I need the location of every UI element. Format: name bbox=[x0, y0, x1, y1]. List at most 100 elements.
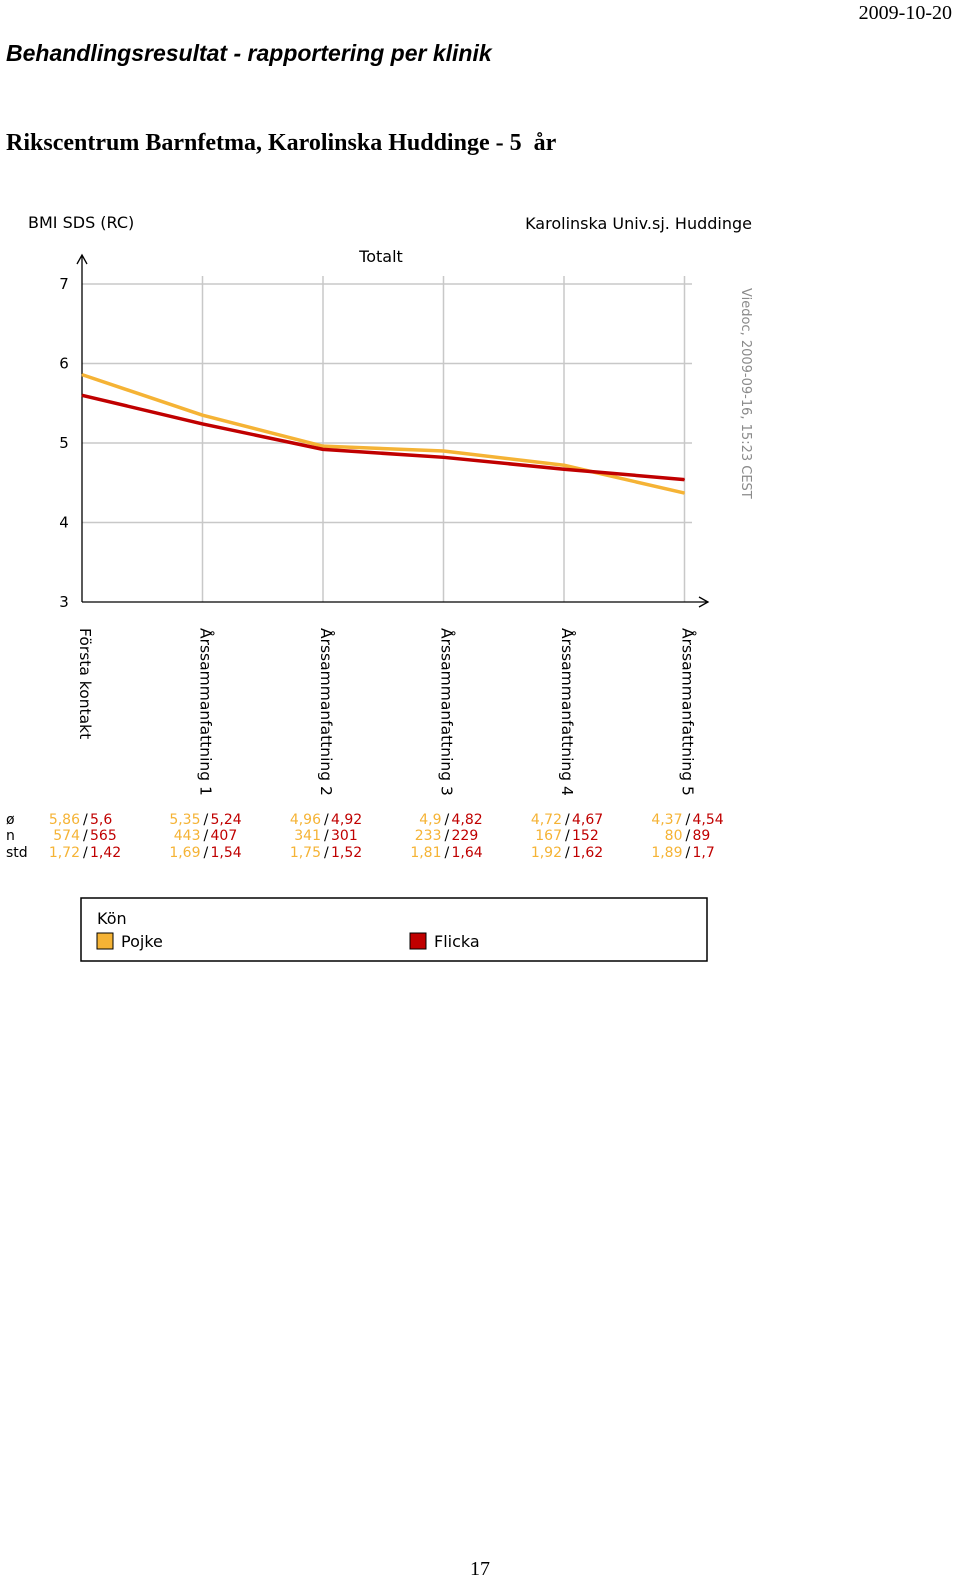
data-point bbox=[443, 450, 444, 452]
stat-value-flicka: 1,54 bbox=[211, 845, 242, 861]
stat-value-flicka: 1,7 bbox=[693, 845, 715, 861]
data-point bbox=[81, 374, 83, 376]
clinic-title: Rikscentrum Barnfetma, Karolinska Huddin… bbox=[6, 130, 557, 156]
stat-value-flicka: 1,64 bbox=[452, 845, 483, 861]
stat-value-flicka: 4,82 bbox=[452, 812, 483, 828]
stat-row-label: std bbox=[6, 845, 28, 861]
stat-separator: / bbox=[565, 828, 570, 844]
watermark: Viedoc, 2009-09-16, 15:23 CEST bbox=[738, 288, 753, 499]
data-point bbox=[322, 448, 324, 450]
stat-value-pojke: 5,86 bbox=[49, 812, 80, 828]
stat-value-pojke: 4,96 bbox=[290, 812, 321, 828]
stat-value-pojke: 1,81 bbox=[410, 845, 441, 861]
stat-separator: / bbox=[445, 812, 450, 828]
stat-separator: / bbox=[686, 828, 691, 844]
stat-value-pojke: 4,9 bbox=[419, 812, 441, 828]
stat-value-pojke: 341 bbox=[294, 828, 321, 844]
stat-separator: / bbox=[445, 828, 450, 844]
y-tick-label: 6 bbox=[59, 355, 69, 373]
y-tick-label: 3 bbox=[59, 593, 69, 611]
report-date: 2009-10-20 bbox=[858, 2, 952, 24]
stat-separator: / bbox=[324, 828, 329, 844]
stat-value-flicka: 4,54 bbox=[693, 812, 724, 828]
y-tick-label: 5 bbox=[59, 434, 69, 452]
stat-value-flicka: 565 bbox=[90, 828, 117, 844]
x-tick-label: Årssammanfattning 5 bbox=[679, 628, 698, 796]
stat-separator: / bbox=[204, 845, 209, 861]
stat-separator: / bbox=[445, 845, 450, 861]
data-point bbox=[322, 445, 324, 447]
stat-separator: / bbox=[324, 812, 329, 828]
x-tick-label: Årssammanfattning 1 bbox=[197, 628, 216, 796]
stat-value-pojke: 1,89 bbox=[651, 845, 682, 861]
stat-separator: / bbox=[686, 845, 691, 861]
y-axis-title: BMI SDS (RC) bbox=[28, 213, 134, 232]
page-number: 17 bbox=[470, 1558, 490, 1580]
data-point bbox=[202, 423, 203, 425]
stat-value-flicka: 4,92 bbox=[331, 812, 362, 828]
legend-title: Kön bbox=[97, 909, 127, 928]
stat-value-flicka: 229 bbox=[452, 828, 479, 844]
stat-value-pojke: 443 bbox=[174, 828, 201, 844]
bmi-sds-line-chart: 3 4 5 6 7 BMI SDS (RC) Totalt Karolinska Univ.s… bbox=[6, 213, 753, 962]
data-point bbox=[684, 492, 685, 494]
stat-value-pojke: 1,72 bbox=[49, 845, 80, 861]
stat-value-flicka: 5,24 bbox=[211, 812, 242, 828]
legend-swatch-pojke bbox=[96, 932, 114, 950]
series-line-flicka bbox=[81, 393, 685, 482]
data-point bbox=[443, 456, 444, 458]
axes bbox=[76, 253, 710, 608]
chart-title: Totalt bbox=[358, 247, 403, 266]
y-tick-label: 7 bbox=[59, 275, 69, 293]
stat-separator: / bbox=[204, 812, 209, 828]
legend-box bbox=[80, 897, 708, 962]
series-lines bbox=[81, 372, 685, 495]
stat-separator: / bbox=[565, 845, 570, 861]
x-axis-arrow bbox=[698, 596, 710, 608]
series-line-pojke bbox=[81, 372, 685, 495]
stat-value-flicka: 4,67 bbox=[572, 812, 603, 828]
data-point bbox=[684, 479, 685, 481]
stat-value-flicka: 5,6 bbox=[90, 812, 112, 828]
stat-separator: / bbox=[83, 828, 88, 844]
y-axis-arrow bbox=[76, 253, 88, 265]
stat-separator: / bbox=[565, 812, 570, 828]
x-tick-label: Årssammanfattning 3 bbox=[438, 628, 457, 796]
stat-value-pojke: 4,37 bbox=[651, 812, 682, 828]
stat-value-pojke: 233 bbox=[415, 828, 442, 844]
legend: Kön Pojke Flicka bbox=[80, 897, 708, 962]
data-point bbox=[81, 394, 83, 396]
stat-value-pojke: 80 bbox=[665, 828, 683, 844]
stat-separator: / bbox=[686, 812, 691, 828]
stat-value-pojke: 1,75 bbox=[290, 845, 321, 861]
document-title: Behandlingsresultat - rapportering per k… bbox=[6, 40, 492, 66]
stat-row-label: n bbox=[6, 828, 15, 844]
stat-value-flicka: 152 bbox=[572, 828, 599, 844]
x-tick-label: Årssammanfattning 2 bbox=[317, 628, 336, 796]
stat-separator: / bbox=[83, 812, 88, 828]
stat-value-flicka: 1,62 bbox=[572, 845, 603, 861]
stat-separator: / bbox=[83, 845, 88, 861]
stat-separator: / bbox=[204, 828, 209, 844]
stat-value-flicka: 301 bbox=[331, 828, 358, 844]
legend-label-pojke: Pojke bbox=[121, 932, 163, 951]
data-point bbox=[563, 464, 565, 466]
x-tick-label: Första kontakt bbox=[76, 628, 94, 739]
stat-value-pojke: 167 bbox=[535, 828, 562, 844]
stat-row-label: ø bbox=[6, 812, 15, 828]
grid-lines bbox=[82, 276, 692, 602]
stat-value-pojke: 574 bbox=[53, 828, 80, 844]
stat-value-flicka: 1,42 bbox=[90, 845, 121, 861]
stat-value-pojke: 4,72 bbox=[531, 812, 562, 828]
stat-value-flicka: 1,52 bbox=[331, 845, 362, 861]
x-tick-label: Årssammanfattning 4 bbox=[558, 628, 577, 796]
legend-label-flicka: Flicka bbox=[434, 932, 480, 951]
stat-value-flicka: 89 bbox=[693, 828, 711, 844]
stat-value-pojke: 1,69 bbox=[169, 845, 200, 861]
stat-separator: / bbox=[324, 845, 329, 861]
chart-labels: 3 4 5 6 7 BMI SDS (RC) Totalt Karolinska Univ.s… bbox=[28, 213, 753, 796]
clinic-label: Karolinska Univ.sj. Huddinge bbox=[525, 214, 752, 233]
stat-value-flicka: 407 bbox=[211, 828, 238, 844]
stat-value-pojke: 5,35 bbox=[169, 812, 200, 828]
y-tick-label: 4 bbox=[59, 514, 69, 532]
